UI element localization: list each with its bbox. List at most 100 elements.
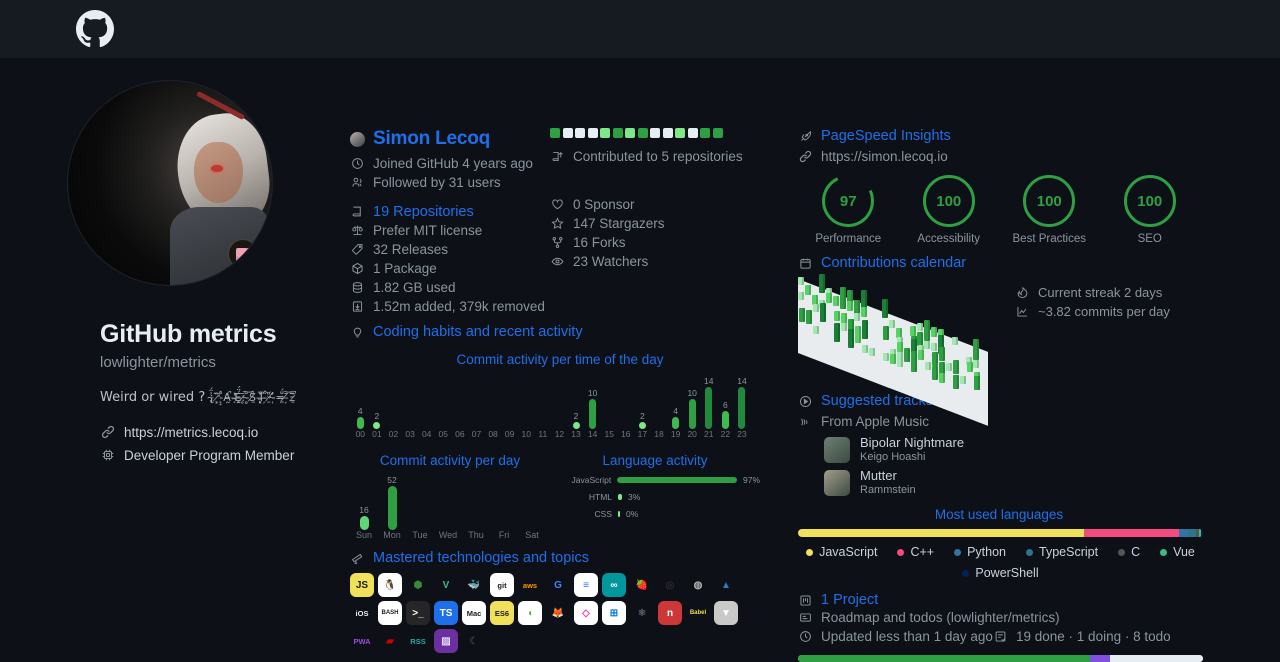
google-icon[interactable]: G bbox=[546, 573, 570, 597]
javascript-icon[interactable]: JS bbox=[350, 573, 374, 597]
language-activity-chart: JavaScript 97% HTML 3% CSS 0% bbox=[550, 475, 760, 519]
windows-icon[interactable]: ⊞ bbox=[602, 601, 626, 625]
github-icon[interactable]: ◎ bbox=[658, 573, 682, 597]
calendar-contribution-block bbox=[847, 301, 854, 312]
calendar-heading-row[interactable]: Contributions calendar bbox=[798, 255, 1200, 271]
contribution-square bbox=[600, 128, 610, 138]
gauge-label: SEO bbox=[1137, 233, 1162, 245]
rss-icon[interactable]: RSS bbox=[406, 629, 430, 653]
tracks-source-row: From Apple Music bbox=[798, 412, 1200, 431]
database-icon[interactable]: ≡ bbox=[574, 573, 598, 597]
opera-icon[interactable]: ◍ bbox=[686, 573, 710, 597]
terminal-icon[interactable]: >_ bbox=[406, 601, 430, 625]
hourly-axis-label: 14 bbox=[587, 429, 598, 439]
nodejs-icon[interactable]: ⬢ bbox=[406, 573, 430, 597]
hourly-bar-value: 2 bbox=[640, 410, 645, 421]
database-icon bbox=[350, 280, 365, 295]
followers-row: Followed by 31 users bbox=[350, 173, 550, 192]
docker-icon[interactable]: 🐳 bbox=[462, 573, 486, 597]
hourly-axis-label: 16 bbox=[621, 429, 631, 439]
project-heading[interactable]: 1 Project bbox=[821, 592, 879, 609]
tracks-heading-row[interactable]: Suggested tracks bbox=[798, 393, 1200, 409]
app-header bbox=[0, 0, 1280, 58]
pagespeed-gauge: 100 Best Practices bbox=[999, 175, 1100, 245]
mongodb-icon[interactable]: ◖ bbox=[518, 601, 542, 625]
calendar-contribution-block bbox=[952, 336, 958, 345]
website-row[interactable]: https://metrics.lecoq.io bbox=[100, 425, 258, 440]
hourly-axis-label: 03 bbox=[405, 429, 415, 439]
repositories-label[interactable]: 19 Repositories bbox=[373, 203, 474, 220]
graphql-icon[interactable]: ◇ bbox=[574, 601, 598, 625]
avatar bbox=[67, 80, 273, 286]
vercel-icon[interactable]: ▼ bbox=[714, 601, 738, 625]
tracks-heading[interactable]: Suggested tracks bbox=[821, 393, 934, 409]
weekday-chart-title: Commit activity per day bbox=[379, 453, 521, 468]
pagespeed-url-row[interactable]: https://simon.lecoq.io bbox=[798, 147, 1200, 166]
website-link[interactable]: https://metrics.lecoq.io bbox=[124, 424, 259, 440]
weekday-commit-chart: 16 52 bbox=[350, 472, 550, 530]
hourly-bar-value: 14 bbox=[737, 375, 747, 386]
babel-icon[interactable]: Babel bbox=[686, 601, 710, 625]
calendar-contribution-block bbox=[799, 307, 805, 322]
language-legend-label: JavaScript bbox=[819, 545, 878, 560]
es6-icon[interactable]: ES6 bbox=[490, 601, 514, 625]
repositories-row[interactable]: 19 Repositories bbox=[350, 202, 550, 221]
habits-heading[interactable]: Coding habits and recent activity bbox=[373, 324, 583, 340]
hourly-axis-label: 06 bbox=[455, 429, 465, 439]
arduino-icon[interactable]: ∞ bbox=[602, 573, 626, 597]
left-panel: GitHub metrics lowlighter/metrics Weird … bbox=[0, 58, 340, 640]
macos-icon[interactable]: Mac bbox=[462, 601, 486, 625]
profile-name-row[interactable]: Simon Lecoq bbox=[350, 128, 550, 150]
npm-icon[interactable]: n bbox=[658, 601, 682, 625]
pagespeed-heading-row[interactable]: PageSpeed Insights bbox=[798, 128, 1200, 144]
tasklist-icon bbox=[993, 629, 1008, 644]
profile-name[interactable]: Simon Lecoq bbox=[373, 128, 491, 149]
hourly-bar-value: 6 bbox=[722, 399, 728, 410]
language-legend-dot bbox=[897, 548, 905, 556]
link-icon bbox=[100, 425, 115, 440]
tech-heading[interactable]: Mastered technologies and topics bbox=[373, 550, 590, 566]
moon-icon[interactable]: ☾ bbox=[462, 629, 486, 653]
pink-pixel-badge bbox=[228, 239, 258, 269]
ios-icon[interactable]: iOS bbox=[350, 601, 374, 625]
contribution-square bbox=[687, 128, 698, 138]
calendar-contribution-block bbox=[861, 290, 867, 310]
hourly-bar-column bbox=[651, 371, 668, 429]
pagespeed-gauges: 97 Performance 100 Accessibility 100 Best Pra… bbox=[798, 167, 1200, 245]
pwa-icon[interactable]: PWA bbox=[350, 629, 374, 653]
pagespeed-heading[interactable]: PageSpeed Insights bbox=[821, 128, 951, 144]
redhat-icon[interactable]: ▰ bbox=[378, 629, 402, 653]
linux-icon[interactable]: 🐧 bbox=[378, 573, 402, 597]
calendar-heading[interactable]: Contributions calendar bbox=[821, 255, 967, 271]
project-heading-row[interactable]: 1 Project bbox=[798, 592, 1200, 608]
hourly-axis-label: 00 bbox=[355, 429, 366, 439]
pagespeed-url[interactable]: https://simon.lecoq.io bbox=[821, 149, 948, 164]
calendar-contribution-block bbox=[854, 313, 861, 322]
telescope-icon bbox=[350, 551, 365, 566]
calendar-contribution-block bbox=[931, 343, 938, 352]
calendar-contribution-block bbox=[854, 300, 861, 315]
vue-icon[interactable]: V bbox=[434, 573, 458, 597]
rocket-icon bbox=[798, 129, 813, 144]
raspberrypi-icon[interactable]: 🍓 bbox=[630, 573, 654, 597]
git-icon[interactable]: git bbox=[490, 573, 514, 597]
user-bio-glitch: ¡̴̢͗̈́‾̷̛͓̏ͅ-̵̨͎̆̽A̴̰͑̚-̴̛͔̃̕Ȩ̶̰̈́̈́:̷̥̄… bbox=[209, 391, 296, 404]
gauge-ring bbox=[922, 175, 975, 227]
calendar-contribution-block bbox=[924, 340, 931, 349]
hourly-axis-label: 15 bbox=[604, 429, 614, 439]
typescript-icon[interactable]: TS bbox=[434, 601, 458, 625]
project-progress-bar bbox=[798, 655, 1203, 662]
habits-heading-row[interactable]: Coding habits and recent activity bbox=[350, 324, 770, 340]
track-item[interactable]: Bipolar Nightmare Keigo Hoashi bbox=[824, 435, 1200, 464]
contributed-row: Contributed to 5 repositories bbox=[550, 147, 760, 166]
firefox-icon[interactable]: 🦊 bbox=[546, 601, 570, 625]
electron-icon[interactable]: ⚛ bbox=[630, 601, 654, 625]
track-item[interactable]: Mutter Rammstein bbox=[824, 468, 1200, 497]
rss-icon bbox=[798, 414, 813, 429]
bash-icon[interactable]: BASH bbox=[378, 601, 402, 625]
gauge-value: 100 bbox=[1036, 192, 1062, 210]
azure-icon[interactable]: ▲ bbox=[714, 573, 738, 597]
tech-heading-row[interactable]: Mastered technologies and topics bbox=[350, 550, 770, 566]
maze-icon[interactable]: ▨ bbox=[434, 629, 458, 653]
aws-icon[interactable]: aws bbox=[518, 573, 542, 597]
